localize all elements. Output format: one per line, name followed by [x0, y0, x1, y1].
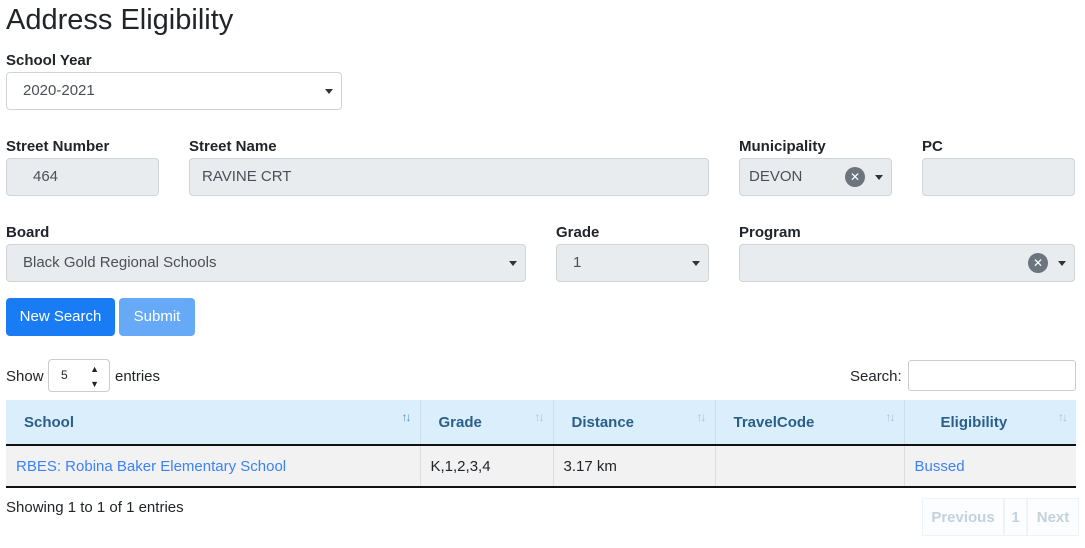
grade-select[interactable]: 1 [556, 244, 709, 282]
board-label: Board [6, 224, 50, 241]
grade-cell: K,1,2,3,4 [420, 445, 554, 488]
entries-label: entries [115, 368, 161, 385]
show-label: Show [6, 368, 44, 385]
school-year-label: School Year [6, 52, 92, 69]
chevron-down-icon [692, 261, 700, 266]
street-name-label: Street Name [189, 138, 277, 155]
up-down-icon: ▲ ▼ [90, 364, 99, 389]
sort-icon: ↑↓ [1058, 410, 1068, 424]
municipality-label: Municipality [739, 138, 826, 155]
street-number-label: Street Number [6, 138, 110, 155]
program-select[interactable]: ✕ [739, 244, 1075, 282]
entries-select[interactable]: 5 ▲ ▼ [48, 359, 110, 392]
clear-icon[interactable]: ✕ [845, 167, 865, 187]
search-input[interactable] [908, 360, 1076, 391]
chevron-down-icon [1058, 261, 1066, 266]
column-header-distance[interactable]: Distance ↑↓ [553, 400, 716, 446]
sort-icon: ↑↓ [885, 410, 896, 424]
school-year-select[interactable]: 2020-2021 [6, 72, 342, 110]
column-header-eligibility[interactable]: Eligibility ↑↓ [904, 400, 1076, 446]
street-name-field[interactable]: RAVINE CRT [189, 158, 709, 196]
municipality-select[interactable]: DEVON ✕ [739, 158, 892, 196]
board-value: Black Gold Regional Schools [23, 254, 217, 271]
sort-icon: ↑↓ [534, 410, 545, 424]
pc-field[interactable] [922, 158, 1075, 196]
sort-icon: ↑↓ [401, 410, 412, 424]
street-number-field[interactable]: 464 [6, 158, 159, 196]
clear-icon[interactable]: ✕ [1028, 253, 1048, 273]
column-header-school[interactable]: School ↑↓ [6, 400, 421, 446]
distance-cell: 3.17 km [553, 445, 716, 488]
results-table: School ↑↓ Grade ↑↓ Distance ↑↓ TravelCode ↑↓… [6, 400, 1076, 488]
school-year-value: 2020-2021 [23, 82, 95, 99]
page-1-button[interactable]: 1 [1004, 498, 1027, 536]
program-label: Program [739, 224, 801, 241]
previous-button[interactable]: Previous [922, 498, 1004, 536]
table-row: RBES: Robina Baker Elementary School K,1… [6, 445, 1076, 488]
municipality-value: DEVON [749, 168, 803, 185]
next-button[interactable]: Next [1027, 498, 1079, 536]
page-title: Address Eligibility [6, 4, 234, 36]
chevron-down-icon [875, 175, 883, 180]
sort-icon: ↑↓ [696, 410, 707, 424]
entries-value: 5 [61, 368, 68, 382]
grade-label: Grade [556, 224, 600, 241]
eligibility-link[interactable]: Bussed [914, 457, 965, 475]
board-select[interactable]: Black Gold Regional Schools [6, 244, 526, 282]
table-info: Showing 1 to 1 of 1 entries [6, 499, 184, 516]
chevron-down-icon [509, 261, 517, 266]
school-link[interactable]: RBES: Robina Baker Elementary School [16, 457, 287, 475]
travelcode-cell [715, 445, 905, 488]
chevron-down-icon [325, 89, 333, 94]
grade-value: 1 [573, 254, 582, 271]
pc-label: PC [922, 138, 943, 155]
column-header-travelcode[interactable]: TravelCode ↑↓ [715, 400, 905, 446]
search-label: Search: [850, 368, 902, 385]
new-search-button[interactable]: New Search [6, 298, 115, 336]
submit-button[interactable]: Submit [119, 298, 195, 336]
column-header-grade[interactable]: Grade ↑↓ [420, 400, 554, 446]
